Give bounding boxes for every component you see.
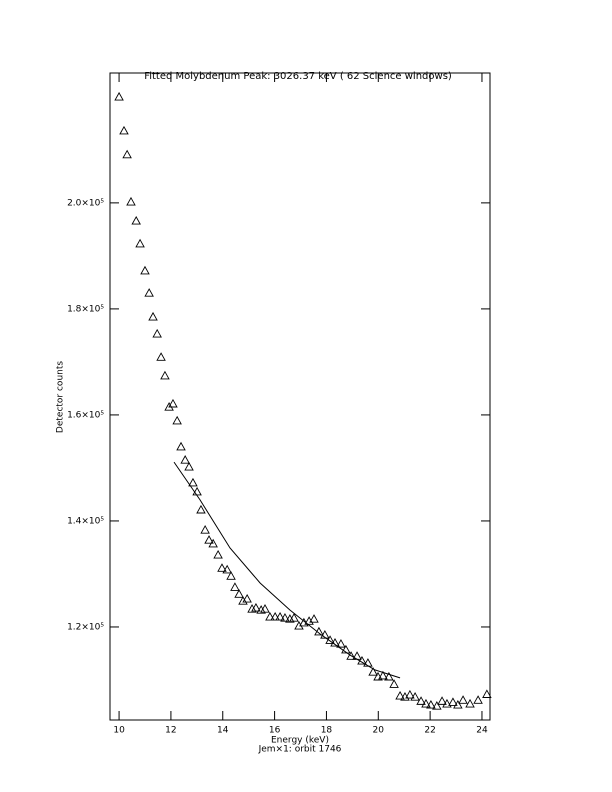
x-tick-label: 16 [269, 726, 281, 736]
y-tick-label: 2.0×10⁵ [67, 198, 104, 208]
data-point [242, 593, 252, 603]
data-point [448, 697, 458, 706]
data-point [226, 571, 236, 580]
data-point [126, 196, 136, 206]
data-point [368, 667, 378, 676]
data-point [152, 328, 162, 338]
data-point [230, 582, 240, 591]
data-point [148, 311, 158, 321]
x-tick-label: 12 [165, 726, 176, 736]
data-point [247, 604, 257, 613]
data-point [320, 629, 330, 639]
data-point [346, 651, 356, 660]
data-point [222, 564, 232, 574]
data-point [270, 611, 280, 621]
y-tick-label: 1.6×10⁵ [67, 410, 104, 420]
data-point [289, 613, 299, 622]
data-point [196, 504, 206, 514]
data-point [389, 679, 399, 688]
data-point [213, 549, 223, 559]
x-tick-label: 14 [217, 726, 229, 736]
x-tick-label: 24 [476, 726, 488, 736]
data-point [426, 699, 436, 709]
x-tick-label: 22 [424, 726, 435, 736]
data-point [135, 238, 145, 248]
data-point [180, 455, 190, 464]
x-axis-label: Energy (keV) [271, 736, 329, 746]
data-point [176, 441, 186, 451]
data-point [309, 614, 319, 623]
data-point [144, 288, 154, 297]
data-point [260, 604, 270, 613]
data-point [251, 602, 261, 612]
data-point [395, 690, 405, 700]
data-point [280, 613, 290, 622]
data-point [256, 605, 266, 614]
data-point [437, 696, 447, 705]
x-tick-label: 18 [321, 726, 333, 736]
data-point [421, 698, 431, 708]
chart-title: Fitted Molybdenum Peak: 3026.37 keV ( 62… [144, 71, 452, 82]
x-tick-label: 20 [373, 726, 385, 736]
data-point [416, 696, 426, 705]
data-point [458, 695, 468, 704]
y-tick-label: 1.8×10⁵ [67, 304, 104, 314]
data-point [473, 695, 483, 704]
data-point [442, 698, 452, 708]
data-point [234, 589, 244, 598]
data-point [119, 125, 129, 135]
plot-frame [109, 72, 491, 721]
data-point [378, 670, 388, 680]
data-point [160, 370, 170, 380]
data-point [200, 525, 210, 534]
data-point [432, 701, 442, 710]
data-point [238, 596, 248, 605]
data-point [465, 698, 475, 708]
subtitle: Jem×1: orbit 1746 [258, 745, 342, 755]
data-point [140, 265, 150, 275]
data-point [405, 689, 415, 699]
data-point [410, 692, 420, 701]
data-point [336, 639, 346, 648]
x-tick-label: 10 [113, 726, 125, 736]
data-point [341, 644, 351, 654]
data-point [172, 415, 182, 425]
data-point [184, 461, 194, 471]
data-point [188, 477, 198, 487]
data-point [156, 352, 166, 361]
data-point [122, 149, 132, 159]
data-point [131, 215, 141, 225]
data-point [275, 611, 285, 621]
y-tick-label: 1.4×10⁵ [67, 516, 104, 526]
data-point [453, 699, 463, 709]
data-point [217, 563, 227, 572]
data-point [384, 671, 394, 681]
data-point [168, 398, 178, 408]
data-point [204, 535, 214, 544]
data-point [208, 538, 218, 548]
y-axis-label: Detector counts [56, 361, 66, 433]
y-tick-label: 1.2×10⁵ [67, 622, 104, 632]
data-point [114, 91, 124, 101]
fit-line [173, 461, 401, 679]
data-point [482, 689, 492, 698]
data-point [265, 611, 275, 621]
